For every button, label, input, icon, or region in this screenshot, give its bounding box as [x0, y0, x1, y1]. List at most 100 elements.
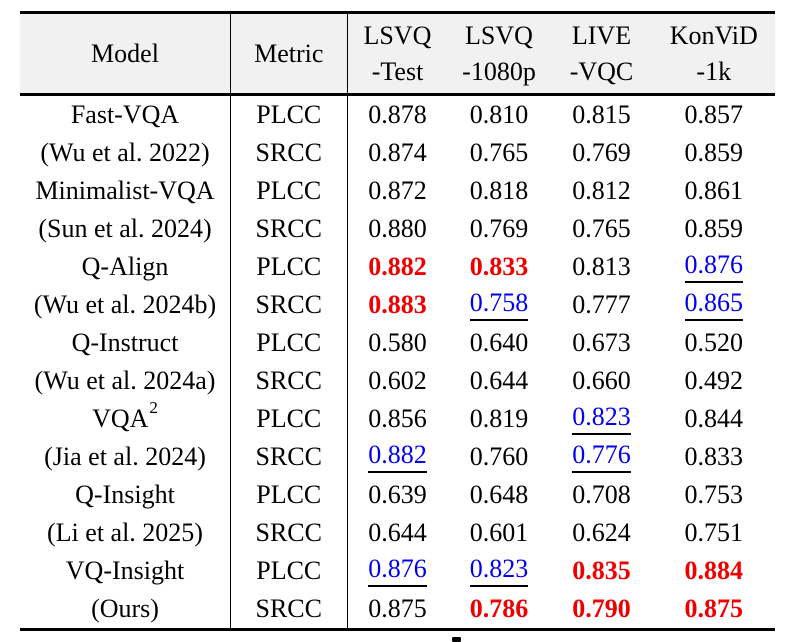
model-label: (Sun et al. 2024) [38, 213, 212, 243]
value-cell: 0.786 [448, 590, 551, 628]
value-cell: 0.857 [653, 96, 776, 134]
model-label: Q-Align [81, 251, 169, 281]
values-row: 0.644 0.601 0.624 0.751 [348, 514, 776, 552]
value-text: 0.660 [572, 365, 631, 395]
value-cell: 0.875 [653, 590, 776, 628]
value-cell: 0.859 [653, 210, 776, 248]
value-cell: 0.602 [348, 362, 448, 400]
value-text: 0.874 [368, 137, 427, 167]
model-label: Q-Instruct [71, 327, 179, 357]
metric-cell: SRCC [231, 285, 348, 324]
value-text: 0.758 [469, 288, 529, 321]
value-cell: 0.833 [448, 248, 551, 286]
bottom-rule [20, 627, 775, 631]
metric-cell: PLCC [231, 171, 348, 210]
value-text: 0.640 [469, 327, 529, 357]
value-text: 0.876 [368, 554, 427, 587]
value-text: 0.872 [368, 175, 427, 205]
value-cell: 0.859 [653, 134, 776, 172]
value-cell: 0.769 [448, 210, 551, 248]
model-cell: Q-Instruct [20, 323, 231, 362]
value-cell: 0.883 [348, 286, 448, 324]
values-row: 0.882 0.833 0.813 0.876 [348, 248, 776, 286]
value-cell: 0.777 [551, 286, 653, 324]
model-label: (Li et al. 2025) [47, 517, 203, 547]
header-metric: Metric [231, 14, 348, 93]
value-text: 0.815 [572, 99, 631, 129]
metric-cell: PLCC [231, 247, 348, 286]
value-text: 0.790 [572, 593, 631, 623]
value-cell: 0.660 [551, 362, 653, 400]
value-text: 0.786 [469, 593, 529, 623]
model-label: (Wu et al. 2022) [40, 137, 210, 167]
header-line1: LSVQ [465, 20, 533, 50]
values-row: 0.856 0.819 0.823 0.844 [348, 400, 776, 438]
header-line2: -Test [371, 56, 424, 86]
value-text: 0.753 [684, 479, 744, 509]
value-cell: 0.673 [551, 324, 653, 362]
value-cell: 0.835 [551, 552, 653, 590]
value-cell: 0.878 [348, 96, 448, 134]
table-row: VQA 2 PLCC 0.856 0.819 0.823 0.844 [20, 399, 776, 438]
model-cell: (Ours) [20, 589, 231, 628]
values-row: 0.878 0.810 0.815 0.857 [348, 96, 776, 134]
model-label: Q-Insight [75, 479, 175, 509]
value-cell: 0.751 [653, 514, 776, 552]
model-cell: (Wu et al. 2024a) [20, 361, 231, 400]
value-cell: 0.812 [551, 172, 653, 210]
value-text: 0.818 [469, 175, 529, 205]
value-cell: 0.818 [448, 172, 551, 210]
metric-cell: SRCC [231, 361, 348, 400]
header-model: Model [20, 14, 231, 93]
values-row: 0.882 0.760 0.776 0.833 [348, 438, 776, 476]
value-cell: 0.765 [448, 134, 551, 172]
value-cell: 0.813 [551, 248, 653, 286]
header-line1: KonViD [669, 20, 758, 50]
value-cell: 0.644 [448, 362, 551, 400]
value-cell: 0.861 [653, 172, 776, 210]
value-text: 0.520 [684, 327, 744, 357]
model-label: Minimalist-VQA [35, 175, 215, 205]
value-text: 0.777 [572, 289, 631, 319]
values-row: 0.875 0.786 0.790 0.875 [348, 590, 776, 628]
values-row: 0.602 0.644 0.660 0.492 [348, 362, 776, 400]
table-header-row: Model Metric LSVQ -Test LSVQ -1080p LIVE… [20, 14, 775, 93]
results-table: Model Metric LSVQ -Test LSVQ -1080p LIVE… [20, 11, 775, 631]
value-cell: 0.753 [653, 476, 776, 514]
header-konvid-1k: KonViD -1k [653, 14, 776, 93]
model-label: (Ours) [91, 593, 159, 623]
value-text: 0.876 [684, 250, 743, 283]
value-text: 0.882 [368, 251, 427, 281]
value-cell: 0.880 [348, 210, 448, 248]
model-cell: (Wu et al. 2022) [20, 133, 231, 172]
value-text: 0.601 [469, 517, 529, 547]
header-lsvq-test: LSVQ -Test [348, 14, 448, 93]
value-text: 0.819 [469, 403, 529, 433]
value-text: 0.810 [469, 99, 529, 129]
value-text: 0.878 [368, 99, 427, 129]
value-text: 0.769 [469, 213, 529, 243]
value-cell: 0.790 [551, 590, 653, 628]
value-cell: 0.865 [653, 286, 776, 324]
value-text: 0.765 [469, 137, 529, 167]
value-cell: 0.823 [448, 552, 551, 590]
value-text: 0.751 [684, 517, 744, 547]
top-rule [20, 11, 775, 14]
value-text: 0.644 [469, 365, 529, 395]
header-lsvq-1080p: LSVQ -1080p [448, 14, 551, 93]
model-label: VQA [92, 403, 149, 433]
header-line1: LSVQ [363, 20, 432, 50]
value-text: 0.844 [684, 403, 744, 433]
value-cell: 0.601 [448, 514, 551, 552]
value-text: 0.769 [572, 137, 631, 167]
value-cell: 0.875 [348, 590, 448, 628]
table-row: Q-Instruct PLCC 0.580 0.640 0.673 0.520 [20, 323, 775, 362]
metric-cell: PLCC [231, 399, 348, 438]
value-text: 0.875 [684, 593, 744, 623]
model-label: (Wu et al. 2024a) [34, 365, 216, 395]
value-text: 0.865 [684, 288, 743, 321]
table-row: VQ-Insight PLCC 0.876 0.823 0.835 0.884 [20, 551, 775, 590]
metric-cell: SRCC [231, 133, 348, 172]
value-cell: 0.644 [348, 514, 448, 552]
value-cell: 0.833 [653, 438, 776, 476]
